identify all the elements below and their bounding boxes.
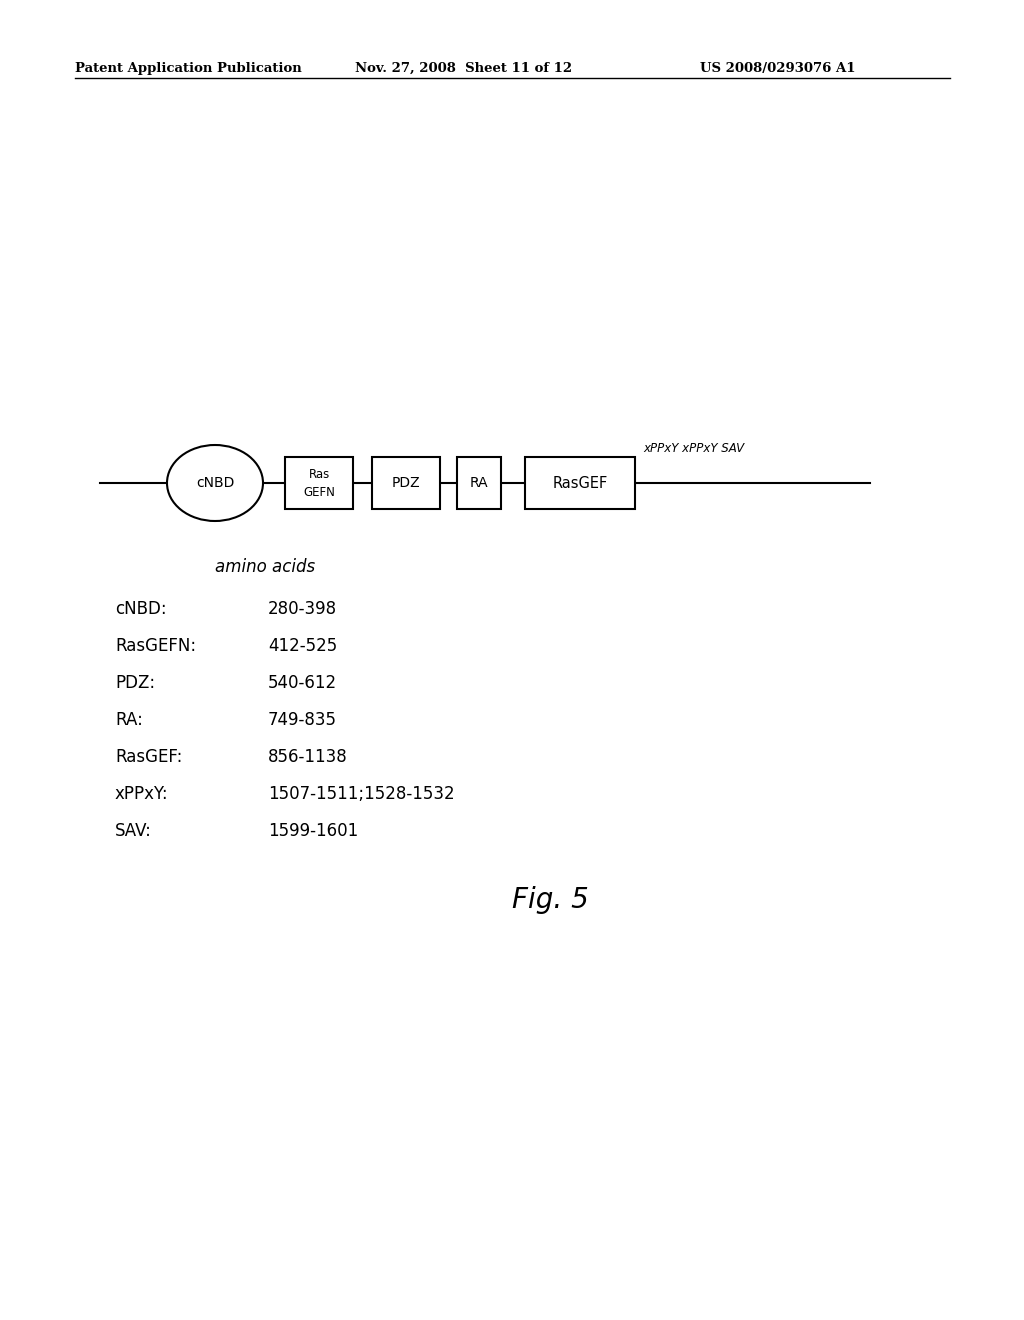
Text: cNBD:: cNBD:: [115, 601, 167, 618]
Text: Nov. 27, 2008  Sheet 11 of 12: Nov. 27, 2008 Sheet 11 of 12: [355, 62, 572, 75]
Text: SAV:: SAV:: [115, 822, 152, 840]
Text: 1599-1601: 1599-1601: [268, 822, 358, 840]
Text: US 2008/0293076 A1: US 2008/0293076 A1: [700, 62, 855, 75]
Text: 856-1138: 856-1138: [268, 748, 348, 766]
Text: GEFN: GEFN: [303, 487, 335, 499]
Text: 749-835: 749-835: [268, 711, 337, 729]
Text: Ras: Ras: [308, 467, 330, 480]
Text: xPPxY xPPxY SAV: xPPxY xPPxY SAV: [643, 442, 744, 455]
Text: Patent Application Publication: Patent Application Publication: [75, 62, 302, 75]
Text: Fig. 5: Fig. 5: [512, 886, 589, 913]
Text: 280-398: 280-398: [268, 601, 337, 618]
Text: 1507-1511;1528-1532: 1507-1511;1528-1532: [268, 785, 455, 803]
Ellipse shape: [167, 445, 263, 521]
Text: PDZ:: PDZ:: [115, 675, 155, 692]
Text: xPPxY:: xPPxY:: [115, 785, 169, 803]
FancyBboxPatch shape: [525, 457, 635, 510]
FancyBboxPatch shape: [285, 457, 353, 510]
FancyBboxPatch shape: [372, 457, 440, 510]
Text: RasGEFN:: RasGEFN:: [115, 638, 197, 655]
Text: RA:: RA:: [115, 711, 143, 729]
Text: RasGEF:: RasGEF:: [115, 748, 182, 766]
Text: RasGEF: RasGEF: [552, 475, 607, 491]
Text: 412-525: 412-525: [268, 638, 337, 655]
Text: 540-612: 540-612: [268, 675, 337, 692]
Text: PDZ: PDZ: [392, 477, 420, 490]
Text: cNBD: cNBD: [196, 477, 234, 490]
Text: amino acids: amino acids: [215, 558, 315, 576]
Text: RA: RA: [470, 477, 488, 490]
FancyBboxPatch shape: [457, 457, 501, 510]
